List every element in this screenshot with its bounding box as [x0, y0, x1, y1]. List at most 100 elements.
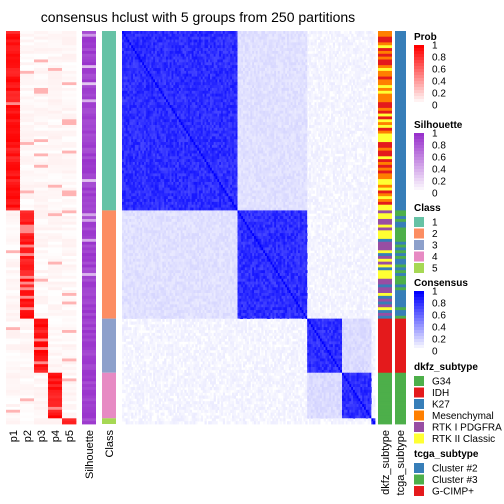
consensus-cell: [230, 33, 233, 38]
prob-cell: [62, 136, 77, 140]
consensus-cell: [248, 33, 251, 38]
consensus-cell: [217, 56, 220, 60]
consensus-cell: [362, 31, 365, 35]
consensus-cell: [285, 82, 288, 86]
consensus-cell: [351, 48, 354, 52]
consensus-cell: [149, 31, 152, 35]
consensus-cell: [338, 102, 341, 106]
consensus-cell: [144, 56, 147, 60]
consensus-cell: [312, 31, 315, 35]
consensus-cell: [305, 42, 308, 46]
prob-cell: [20, 90, 35, 95]
consensus-cell: [318, 82, 321, 86]
consensus-cell: [252, 53, 255, 58]
consensus-cell: [160, 42, 163, 46]
consensus-cell: [329, 76, 332, 80]
consensus-cell: [272, 85, 275, 89]
consensus-cell: [122, 53, 125, 58]
consensus-cell: [224, 36, 227, 40]
consensus-cell: [248, 76, 251, 80]
prob-cell: [20, 330, 35, 334]
prob-cell: [62, 233, 77, 237]
consensus-cell: [277, 36, 281, 40]
consensus-cell: [131, 45, 134, 49]
prob-cell: [6, 164, 21, 169]
prob-cell: [20, 341, 35, 345]
consensus-cell: [347, 39, 350, 43]
silhouette-cell: [82, 210, 96, 214]
consensus-cell: [301, 36, 304, 40]
prob-cell: [20, 270, 35, 274]
prob-cell: [48, 113, 63, 117]
consensus-cell: [349, 105, 352, 109]
consensus-cell: [178, 36, 182, 40]
consensus-cell: [175, 65, 178, 69]
consensus-cell: [222, 36, 226, 40]
prob-cell: [62, 85, 77, 89]
consensus-cell: [169, 31, 172, 35]
consensus-cell: [211, 85, 215, 89]
prob-cell: [48, 255, 63, 260]
consensus-cell: [283, 65, 286, 69]
consensus-cell: [162, 85, 165, 89]
consensus-cell: [316, 56, 319, 60]
prob-cell: [48, 207, 63, 211]
consensus-cell: [131, 39, 134, 43]
consensus-cell: [178, 33, 182, 38]
silhouette-cell: [82, 59, 96, 63]
prob-cell: [48, 244, 63, 248]
consensus-cell: [188, 70, 191, 75]
class-block-2: [102, 210, 116, 319]
prob-cell: [6, 404, 21, 408]
consensus-cell: [129, 42, 132, 46]
silhouette-cell: [82, 105, 96, 109]
consensus-cell: [252, 45, 255, 49]
consensus-cell: [232, 59, 235, 63]
consensus-cell: [309, 62, 312, 66]
consensus-cell: [287, 56, 290, 60]
consensus-cell: [316, 53, 319, 58]
prob-cell: [34, 361, 49, 365]
consensus-cell: [140, 82, 143, 86]
consensus-cell: [188, 33, 191, 38]
prob-cell: [34, 73, 49, 77]
consensus-cell: [237, 48, 240, 52]
prob-cell: [34, 190, 49, 194]
prob-cell: [48, 87, 63, 92]
consensus-cell: [138, 31, 141, 35]
consensus-cell: [140, 85, 143, 89]
consensus-cell: [182, 31, 185, 35]
consensus-cell: [230, 48, 233, 52]
consensus-cell: [298, 45, 301, 49]
consensus-cell: [351, 45, 354, 49]
consensus-cell: [136, 39, 139, 43]
consensus-cell: [222, 76, 226, 80]
consensus-cell: [175, 56, 178, 60]
silhouette-cell: [82, 33, 96, 38]
consensus-cell: [204, 85, 207, 89]
consensus-cell: [226, 31, 229, 35]
consensus-cell: [153, 45, 156, 49]
consensus-cell: [246, 31, 249, 35]
consensus-cell: [149, 76, 152, 80]
silhouette-cell: [82, 290, 96, 294]
consensus-cell: [369, 65, 372, 69]
consensus-cell: [294, 36, 297, 40]
consensus-cell: [241, 82, 244, 86]
consensus-cell: [316, 65, 319, 69]
silhouette-cell: [82, 332, 96, 337]
prob-cell: [20, 258, 35, 263]
consensus-cell: [347, 33, 350, 38]
consensus-cell: [371, 48, 374, 52]
consensus-cell: [281, 48, 284, 52]
consensus-cell: [246, 53, 249, 58]
consensus-cell: [259, 56, 262, 60]
prob-cell: [6, 65, 21, 69]
consensus-cell: [373, 48, 376, 52]
consensus-cell: [270, 70, 273, 75]
consensus-cell: [288, 76, 292, 80]
consensus-cell: [307, 70, 310, 75]
consensus-cell: [232, 53, 235, 58]
consensus-cell: [274, 62, 277, 66]
consensus-cell: [213, 53, 216, 58]
